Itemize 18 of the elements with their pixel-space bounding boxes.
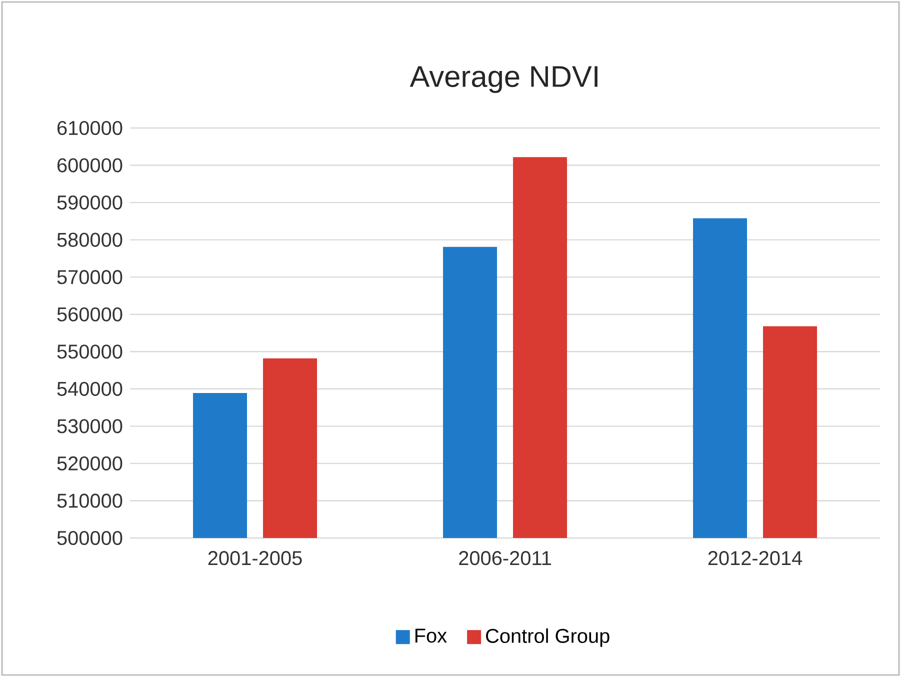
y-tick-label: 530000 (57, 419, 122, 434)
y-tick-label: 550000 (57, 344, 122, 359)
y-tick-label: 500000 (57, 530, 122, 546)
y-tick-label: 570000 (57, 270, 122, 284)
y-tick-label: 520000 (57, 456, 122, 470)
y-tick-label: 580000 (57, 232, 122, 247)
legend-label: Fox (415, 628, 447, 643)
x-tick-label: 2012-2014 (708, 551, 802, 566)
x-tick-label: 2001-2005 (208, 551, 302, 566)
y-tick-label: 510000 (57, 494, 122, 508)
y-tick-label: 590000 (57, 195, 122, 210)
chart-title: Average NDVI (410, 66, 598, 93)
y-tick-label: 540000 (57, 382, 122, 396)
y-tick-label: 560000 (57, 307, 122, 322)
x-tick-label: 2006-2011 (459, 551, 551, 566)
legend-label: Control Group (486, 628, 610, 647)
y-tick-label: 600000 (57, 158, 122, 172)
y-tick-label: 610000 (57, 120, 122, 136)
